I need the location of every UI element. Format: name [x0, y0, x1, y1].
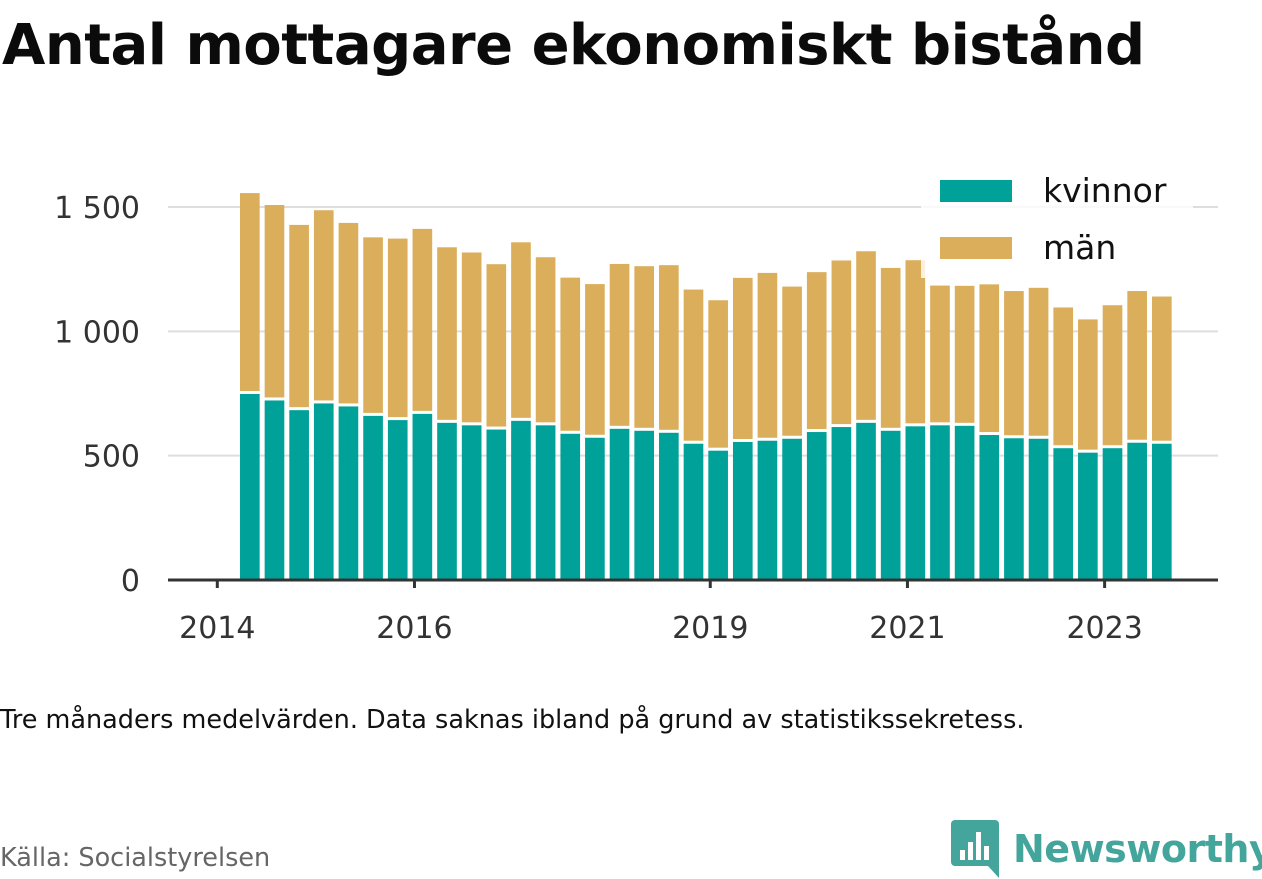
bar-kvinnor	[979, 435, 1000, 580]
bar-kvinnor	[831, 427, 852, 580]
bar-kvinnor	[338, 406, 359, 580]
bar-kvinnor	[954, 425, 975, 580]
bar-kvinnor	[905, 426, 926, 580]
bar-man	[535, 257, 556, 423]
bar-man	[806, 272, 827, 430]
y-tick-label: 1 000	[54, 315, 140, 350]
bar-kvinnor	[806, 432, 827, 580]
y-tick-label: 0	[121, 564, 140, 599]
bar-kvinnor	[437, 422, 457, 580]
chart-title: Antal mottagare ekonomiskt bistånd	[2, 13, 1145, 78]
bar-kvinnor	[659, 432, 679, 580]
brand-name: Newsworthy	[1013, 827, 1262, 871]
x-tick-label: 2023	[1066, 611, 1142, 646]
newsworthy-logo: Newsworthy	[951, 820, 1262, 878]
bar-man	[412, 228, 433, 411]
bar-man	[979, 284, 1000, 433]
bar-man	[486, 264, 507, 427]
bar-kvinnor	[609, 428, 630, 580]
bar-kvinnor	[511, 420, 531, 580]
bar-man	[856, 251, 876, 420]
bar-man	[240, 193, 260, 391]
bar-man	[880, 267, 901, 428]
bar-kvinnor	[387, 420, 408, 580]
x-tick-label: 2016	[376, 611, 452, 646]
bar-man	[930, 285, 950, 423]
bar-man	[363, 237, 383, 413]
bar-kvinnor	[1078, 452, 1098, 580]
bar-kvinnor	[1151, 443, 1172, 580]
bar-man	[387, 238, 408, 418]
legend-label-kvinnor: kvinnor	[1043, 171, 1167, 210]
stacked-bar-chart: 0 500 1 000 1 500 2014 2016 2019 2021 2023 kvinn…	[54, 168, 1218, 646]
bar-chart-bookmark-icon	[951, 820, 999, 878]
bar-man	[954, 285, 975, 423]
y-tick-label: 1 500	[54, 191, 140, 226]
bar-man	[659, 265, 679, 430]
legend-swatch-kvinnor	[940, 180, 1012, 202]
bar-kvinnor	[930, 425, 950, 580]
legend-swatch-man	[940, 237, 1012, 259]
source-text: Källa: Socialstyrelsen	[0, 843, 271, 873]
bar-kvinnor	[1053, 448, 1074, 580]
bar-kvinnor	[289, 410, 309, 580]
bar-kvinnor	[732, 441, 753, 580]
bar-man	[1151, 296, 1172, 441]
bar-man	[757, 272, 778, 438]
bar-man	[1102, 305, 1123, 446]
legend: kvinnor män	[921, 168, 1193, 278]
bar-kvinnor	[757, 440, 778, 580]
bar-kvinnor	[856, 422, 876, 580]
bar-kvinnor	[1028, 438, 1049, 580]
bar-man	[461, 252, 482, 423]
bar-kvinnor	[535, 425, 556, 580]
bars	[240, 193, 1172, 580]
bar-man	[264, 205, 285, 398]
bar-kvinnor	[683, 443, 704, 580]
bar-man	[437, 247, 457, 420]
x-tick-label: 2014	[179, 611, 255, 646]
bar-man	[732, 277, 753, 439]
bar-man	[1078, 319, 1098, 450]
bar-man	[1053, 307, 1074, 446]
bar-kvinnor	[264, 400, 285, 580]
y-tick-label: 500	[83, 440, 140, 475]
bar-kvinnor	[1127, 442, 1147, 580]
bar-kvinnor	[708, 450, 728, 580]
bar-kvinnor	[412, 413, 433, 580]
bar-man	[634, 266, 655, 428]
bar-man	[313, 210, 334, 401]
bar-kvinnor	[634, 430, 655, 580]
bar-kvinnor	[363, 415, 383, 580]
bar-kvinnor	[560, 433, 581, 580]
bar-man	[905, 260, 926, 424]
bar-kvinnor	[240, 393, 260, 580]
bar-kvinnor	[782, 438, 802, 580]
bar-man	[683, 289, 704, 441]
bar-man	[1004, 291, 1024, 436]
bar-kvinnor	[486, 429, 507, 580]
bar-kvinnor	[1102, 448, 1123, 580]
axes: 0 500 1 000 1 500 2014 2016 2019 2021 2023	[54, 191, 1218, 646]
bar-man	[708, 300, 728, 448]
bar-kvinnor	[313, 403, 334, 580]
bar-man	[782, 286, 802, 436]
bar-kvinnor	[461, 425, 482, 580]
bar-man	[338, 222, 359, 404]
bar-man	[585, 284, 605, 435]
bar-man	[511, 242, 531, 418]
x-tick-label: 2021	[869, 611, 945, 646]
bar-kvinnor	[880, 430, 901, 580]
bar-kvinnor	[585, 437, 605, 580]
bar-man	[560, 277, 581, 431]
bar-man	[289, 224, 309, 408]
legend-label-man: män	[1043, 228, 1116, 267]
x-tick-label: 2019	[672, 611, 748, 646]
bar-kvinnor	[1004, 438, 1024, 580]
bar-man	[609, 263, 630, 426]
bar-man	[831, 260, 852, 425]
bar-man	[1028, 287, 1049, 436]
chart-note: Tre månaders medelvärden. Data saknas ib…	[0, 705, 1025, 735]
bar-man	[1127, 291, 1147, 440]
